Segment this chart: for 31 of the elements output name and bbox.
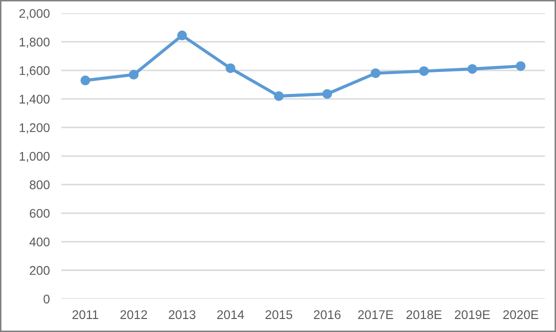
y-tick-label: 1,200 [20, 123, 50, 134]
x-tick-label: 2018E [406, 310, 442, 320]
x-tick-label: 2016 [314, 310, 341, 320]
y-tick-label: 600 [30, 208, 50, 218]
x-tick-label: 2011 [72, 310, 98, 320]
y-tick-label: 400 [29, 237, 50, 246]
point [177, 30, 187, 40]
y-tick-label: 0 [44, 294, 50, 304]
point [467, 64, 478, 74]
y-tick-label: 1,800 [20, 38, 50, 48]
y-tick-label: 1,400 [20, 94, 50, 106]
x-tick-label: 2014 [217, 310, 244, 320]
point [274, 91, 284, 101]
point [322, 89, 332, 99]
y-tick-label: 1,000 [20, 152, 50, 162]
point [370, 68, 380, 78]
y-tick-label: 2,000 [19, 9, 50, 20]
x-tick-label: 2019E [454, 310, 490, 320]
point [516, 61, 526, 71]
point [128, 70, 139, 80]
point [80, 76, 90, 86]
y-tick-label: 1,600 [20, 66, 50, 77]
y-tick-label: 800 [30, 180, 50, 190]
x-tick-label: 2013 [168, 310, 196, 320]
x-tick-label: 2012 [120, 310, 147, 320]
y-tick-label: 200 [30, 266, 50, 275]
x-tick-label: 2020E [503, 310, 538, 320]
point [419, 66, 429, 76]
point [226, 63, 236, 74]
x-tick-label: 2017E [358, 310, 394, 320]
x-tick-label: 2015 [266, 310, 292, 320]
